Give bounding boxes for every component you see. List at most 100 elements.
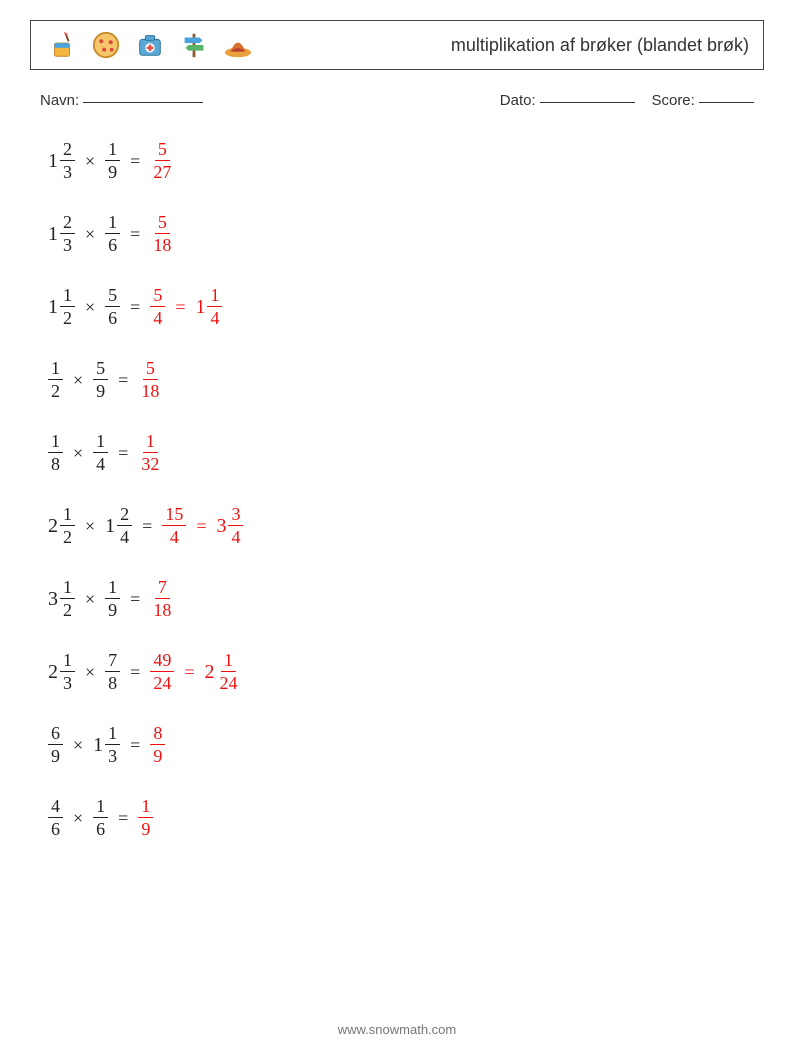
- equals-op: =: [126, 590, 144, 608]
- footer-url: www.snowmath.com: [0, 1022, 794, 1037]
- worksheet-page: multiplikation af brøker (blandet brøk) …: [0, 0, 794, 1053]
- fraction: 69: [48, 724, 63, 765]
- fraction: 718: [150, 578, 174, 619]
- firstaid-icon: [133, 28, 167, 62]
- fraction: 24: [117, 505, 132, 546]
- fraction: 19: [105, 140, 120, 181]
- problem-row: 18 × 14 = 132: [48, 432, 746, 473]
- fraction: 59: [93, 359, 108, 400]
- fraction: 518: [138, 359, 162, 400]
- whole-part: 1: [48, 224, 59, 244]
- problem-row: 69 × 113 = 89: [48, 724, 746, 765]
- equals-op: =: [126, 663, 144, 681]
- multiply-op: ×: [69, 444, 87, 462]
- multiply-op: ×: [81, 663, 99, 681]
- equals-op: =: [180, 663, 198, 681]
- equals-op: =: [114, 444, 132, 462]
- whole-part: 3: [48, 589, 59, 609]
- problem-row: 123×16=518: [48, 213, 746, 254]
- answer: 154: [162, 505, 186, 546]
- answer: 527: [150, 140, 174, 181]
- fraction: 527: [150, 140, 174, 181]
- fraction: 16: [105, 213, 120, 254]
- problem-row: 123 × 19 = 527: [48, 140, 746, 181]
- fraction: 19: [105, 578, 120, 619]
- date-label: Dato:: [500, 92, 536, 109]
- equals-op: =: [114, 809, 132, 827]
- fraction: 132: [138, 432, 162, 473]
- whole-part: 1: [93, 735, 104, 755]
- multiply-op: ×: [81, 517, 99, 535]
- pizza-icon: [89, 28, 123, 62]
- fraction: 518: [150, 213, 174, 254]
- fraction: 14: [93, 432, 108, 473]
- fraction: 12: [60, 505, 75, 546]
- equals-op: =: [114, 371, 132, 389]
- answer: 19: [138, 797, 153, 838]
- whole-part: 1: [105, 516, 116, 536]
- hat-icon: [221, 28, 255, 62]
- fraction: 34: [228, 505, 243, 546]
- equals-op: =: [138, 517, 156, 535]
- bucket-icon: [45, 28, 79, 62]
- whole-part: 2: [48, 662, 59, 682]
- fraction: 46: [48, 797, 63, 838]
- problems-list: 123×19=527123×16=518112×56=54=11412×59=5…: [48, 140, 746, 838]
- worksheet-title: multiplikation af brøker (blandet brøk): [451, 35, 749, 56]
- equals-op: =: [126, 298, 144, 316]
- fraction: 124: [216, 651, 240, 692]
- date-score-group: Dato: Score:: [500, 92, 754, 109]
- problem-row: 312 × 19 = 718: [48, 578, 746, 619]
- fraction: 56: [105, 286, 120, 327]
- fraction: 12: [60, 578, 75, 619]
- multiply-op: ×: [69, 736, 87, 754]
- fraction: 18: [48, 432, 63, 473]
- fraction: 19: [138, 797, 153, 838]
- answer: 518: [150, 213, 174, 254]
- answer: 518: [138, 359, 162, 400]
- name-underline: [83, 102, 203, 103]
- multiply-op: ×: [81, 152, 99, 170]
- fraction: 54: [150, 286, 165, 327]
- fraction: 154: [162, 505, 186, 546]
- answer: 2124: [204, 651, 240, 692]
- problem-row: 212×124=154=334: [48, 505, 746, 546]
- score-underline: [699, 102, 754, 103]
- multiply-op: ×: [81, 225, 99, 243]
- equals-op: =: [126, 736, 144, 754]
- problem-row: 213×78=4924=2124: [48, 651, 746, 692]
- equals-op: =: [171, 298, 189, 316]
- answer: 718: [150, 578, 174, 619]
- answer: 132: [138, 432, 162, 473]
- multiply-op: ×: [69, 371, 87, 389]
- whole-part: 1: [48, 297, 59, 317]
- fraction: 12: [48, 359, 63, 400]
- whole-part: 2: [204, 662, 215, 682]
- header-box: multiplikation af brøker (blandet brøk): [30, 20, 764, 70]
- equals-op: =: [126, 225, 144, 243]
- problem-row: 46×16=19: [48, 797, 746, 838]
- whole-part: 1: [195, 297, 206, 317]
- answer: 54: [150, 286, 165, 327]
- multiply-op: ×: [81, 298, 99, 316]
- problem-row: 112×56=54=114: [48, 286, 746, 327]
- fraction: 4924: [150, 651, 174, 692]
- equals-op: =: [192, 517, 210, 535]
- equals-op: =: [126, 152, 144, 170]
- score-label: Score:: [651, 92, 694, 109]
- fraction: 23: [60, 140, 75, 181]
- whole-part: 1: [48, 151, 59, 171]
- fraction: 13: [105, 724, 120, 765]
- multiply-op: ×: [69, 809, 87, 827]
- fraction: 78: [105, 651, 120, 692]
- problem-row: 12 × 59 = 518: [48, 359, 746, 400]
- meta-row: Navn: Dato: Score:: [40, 92, 754, 109]
- multiply-op: ×: [81, 590, 99, 608]
- name-field: Navn:: [40, 92, 203, 109]
- whole-part: 3: [216, 516, 227, 536]
- fraction: 14: [207, 286, 222, 327]
- date-underline: [540, 102, 635, 103]
- fraction: 89: [150, 724, 165, 765]
- header-icons: [45, 28, 255, 62]
- answer: 114: [195, 286, 222, 327]
